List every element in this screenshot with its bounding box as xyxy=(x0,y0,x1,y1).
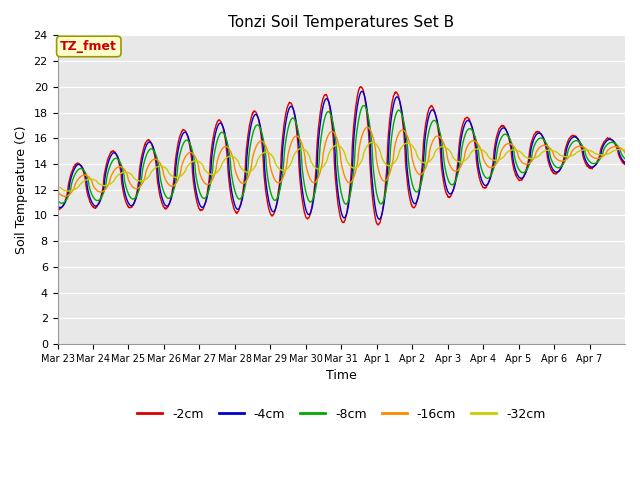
-8cm xyxy=(360,103,367,108)
-32cm xyxy=(369,139,376,145)
Legend: -2cm, -4cm, -8cm, -16cm, -32cm: -2cm, -4cm, -8cm, -16cm, -32cm xyxy=(132,403,550,426)
-8cm xyxy=(143,153,150,158)
-4cm xyxy=(143,143,150,148)
-16cm xyxy=(316,170,324,176)
-2cm xyxy=(54,205,61,211)
-2cm xyxy=(316,115,323,120)
-32cm xyxy=(327,147,335,153)
-16cm xyxy=(364,124,371,130)
-16cm xyxy=(476,144,484,150)
-8cm xyxy=(614,144,622,150)
Line: -4cm: -4cm xyxy=(58,91,625,219)
X-axis label: Time: Time xyxy=(326,370,356,383)
Title: Tonzi Soil Temperatures Set B: Tonzi Soil Temperatures Set B xyxy=(228,15,454,30)
-8cm xyxy=(316,148,323,154)
-2cm xyxy=(621,162,629,168)
-32cm xyxy=(614,147,622,153)
-32cm xyxy=(65,188,72,194)
-16cm xyxy=(61,193,68,199)
-2cm xyxy=(476,176,484,181)
-32cm xyxy=(559,153,567,159)
-2cm xyxy=(614,151,622,157)
-4cm xyxy=(326,105,334,111)
-2cm xyxy=(374,222,382,228)
-16cm xyxy=(614,144,622,150)
-4cm xyxy=(358,88,366,94)
-2cm xyxy=(559,159,567,165)
-8cm xyxy=(621,156,629,162)
-16cm xyxy=(327,129,335,135)
-16cm xyxy=(54,189,61,194)
-8cm xyxy=(476,158,484,164)
-32cm xyxy=(143,176,150,181)
-4cm xyxy=(316,126,323,132)
-8cm xyxy=(326,111,334,117)
-2cm xyxy=(326,108,334,114)
Line: -16cm: -16cm xyxy=(58,127,625,196)
-16cm xyxy=(559,158,567,164)
-32cm xyxy=(316,166,324,172)
-2cm xyxy=(357,84,365,90)
Line: -2cm: -2cm xyxy=(58,87,625,225)
-4cm xyxy=(621,160,629,166)
Text: TZ_fmet: TZ_fmet xyxy=(60,40,117,53)
-16cm xyxy=(143,167,150,173)
-4cm xyxy=(476,170,484,176)
-4cm xyxy=(54,203,61,209)
-32cm xyxy=(621,147,629,153)
Line: -8cm: -8cm xyxy=(58,106,625,204)
-8cm xyxy=(54,197,61,203)
-8cm xyxy=(559,162,567,168)
-8cm xyxy=(342,201,349,207)
-32cm xyxy=(476,146,484,152)
-4cm xyxy=(559,161,567,167)
-16cm xyxy=(621,150,629,156)
-32cm xyxy=(54,184,61,190)
-4cm xyxy=(614,146,622,152)
-2cm xyxy=(143,139,150,145)
Line: -32cm: -32cm xyxy=(58,142,625,191)
-4cm xyxy=(375,216,383,222)
Y-axis label: Soil Temperature (C): Soil Temperature (C) xyxy=(15,125,28,254)
